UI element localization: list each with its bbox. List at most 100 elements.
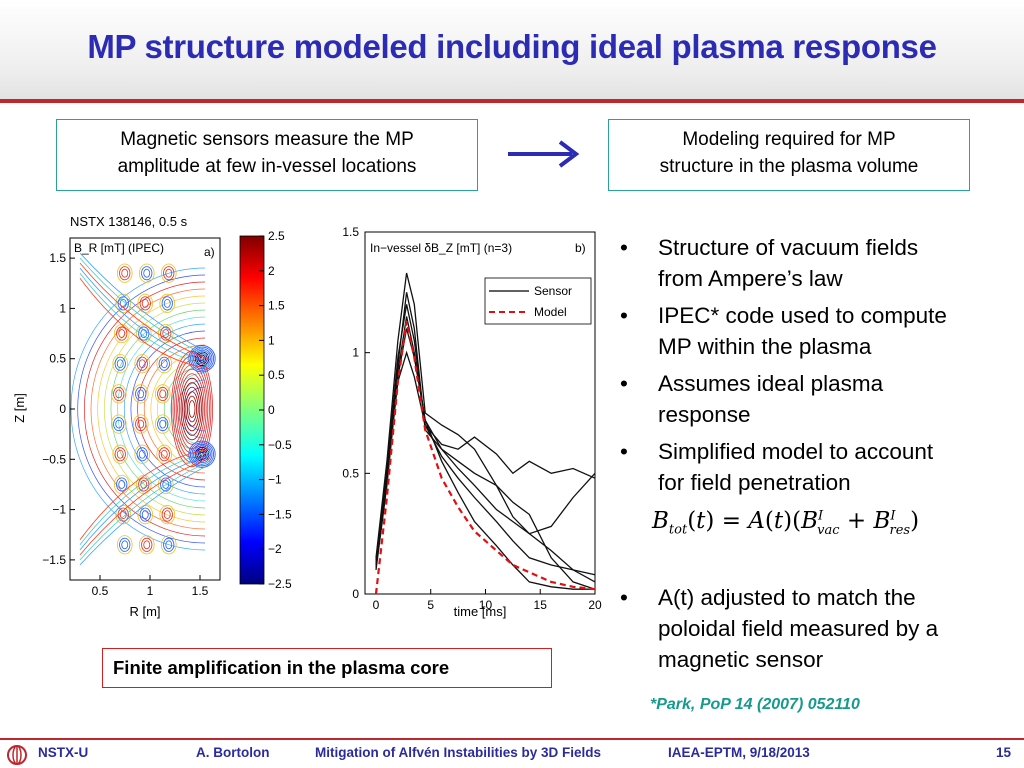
chart-b-ytick-label: 1	[352, 346, 359, 360]
contour-line	[118, 329, 126, 338]
contour-line	[160, 535, 177, 555]
contour-line	[79, 252, 211, 355]
contour-line	[79, 454, 211, 551]
colorbar-tick-label: −0.5	[268, 438, 292, 452]
contour-line	[154, 414, 171, 434]
contour-line	[138, 263, 155, 283]
contour-line	[183, 386, 201, 432]
contour-line	[137, 337, 206, 481]
contour-line	[112, 444, 129, 464]
colorbar-tick-label: −2	[268, 542, 282, 556]
footer-author: A. Bortolon	[196, 745, 270, 760]
contour-line	[79, 262, 211, 361]
contour-line	[186, 395, 197, 423]
colorbar-tick-label: −1	[268, 473, 282, 487]
bullet-item: • Simplified model to account for field …	[616, 436, 1016, 498]
contour-line	[170, 350, 213, 468]
colorbar-tick-label: 0	[268, 403, 275, 417]
footer-org: NSTX-U	[38, 745, 89, 760]
sensor-series-line	[375, 316, 596, 590]
chart-b-title: In−vessel δB_Z [mT] (n=3)	[370, 241, 512, 255]
contour-line	[138, 535, 155, 555]
contour-line	[157, 386, 169, 401]
chart-a-ytick-label: −1.5	[42, 553, 66, 567]
chart-b-series	[374, 272, 596, 595]
contour-line	[79, 277, 211, 370]
formula-btot: Btot(t) = A(t)(BIvac + BIres)	[652, 508, 920, 538]
contour-line	[77, 274, 206, 544]
contour-line	[138, 449, 146, 459]
chart-a-title: NSTX 138146, 0.5 s	[70, 214, 188, 229]
contour-line	[136, 447, 148, 462]
contour-line	[165, 540, 173, 550]
chart-a-xtick-label: 1	[147, 584, 154, 598]
bullet-4-line2: for field penetration	[658, 470, 851, 495]
chart-a-xtick-label: 0.5	[92, 584, 109, 598]
bullet-5-line3: magnetic sensor	[658, 647, 824, 672]
contour-line	[191, 443, 213, 465]
sensor-description-box: Magnetic sensors measure the MP amplitud…	[56, 119, 478, 191]
contour-line	[141, 537, 153, 552]
chart-b-xtick-label: 10	[479, 598, 493, 612]
legend-model-label: Model	[534, 305, 567, 319]
contour-line	[160, 477, 172, 492]
contour-line	[165, 268, 173, 278]
contour-line	[79, 460, 211, 561]
contour-line	[136, 356, 148, 371]
footer-talk: Mitigation of Alfvén Instabilities by 3D…	[315, 745, 602, 760]
contour-line	[188, 345, 216, 373]
contour-line	[132, 384, 149, 404]
bullet-4-line1: Simplified model to account	[658, 439, 934, 464]
contour-line	[150, 351, 206, 467]
contour-line	[118, 480, 126, 489]
contour-line	[154, 384, 171, 404]
chart-b-panel-tag: b)	[575, 241, 586, 255]
contour-line	[160, 326, 172, 341]
footer: NSTX-U A. Bortolon Mitigation of Alfvén …	[0, 741, 1024, 768]
contour-line	[158, 356, 170, 371]
bullet-marker: •	[620, 235, 628, 260]
chart-b-svg: In−vessel δB_Z [mT] (n=3) b) 0 5 10 15 201.5…	[342, 225, 602, 619]
chart-panel-b: In−vessel δB_Z [mT] (n=3) b) 0 5 10 15 20 1.5…	[330, 218, 610, 626]
colorbar-tick-label: −2.5	[268, 577, 292, 591]
right-arrow-icon	[508, 140, 580, 168]
bullet-item: • IPEC* code used to compute MP within t…	[616, 300, 1016, 362]
bullet-2-line1: IPEC* code used to compute	[658, 303, 947, 328]
sensor-series-line	[375, 350, 596, 576]
chart-a-ytick-label: −1	[52, 503, 66, 517]
contour-line	[141, 510, 149, 520]
bullet-marker: •	[620, 585, 628, 610]
chart-a-xlabel: R [m]	[129, 604, 160, 619]
contour-line	[135, 417, 147, 432]
contour-line	[90, 288, 206, 530]
chart-panel-a: NSTX 138146, 0.5 s B_R [mT] (IPEC) a) 0.…	[10, 208, 310, 624]
contour-line	[139, 296, 151, 311]
contour-line	[189, 442, 215, 467]
contour-line	[141, 266, 153, 281]
contour-line	[158, 447, 170, 462]
contour-line	[113, 386, 125, 401]
chart-b-xtick-label: 0	[373, 598, 380, 612]
bullet-marker: •	[620, 303, 628, 328]
contour-line	[163, 537, 175, 552]
sensor-series-line	[375, 304, 596, 561]
legend-sensor-label: Sensor	[534, 284, 572, 298]
contour-line	[161, 296, 173, 311]
contour-line	[157, 358, 206, 460]
contour-line	[112, 354, 129, 374]
contour-line	[160, 449, 168, 459]
contour-line	[143, 540, 151, 550]
modeling-description-line2: structure in the plasma volume	[659, 156, 919, 177]
contour-line	[104, 302, 206, 516]
contour-line	[170, 372, 206, 446]
chart-b-xtick-label: 20	[588, 598, 602, 612]
contour-line	[132, 414, 149, 434]
chart-b-ytick-label: 0	[352, 587, 359, 601]
contour-line	[137, 389, 145, 399]
contour-line	[121, 268, 129, 278]
contour-line	[115, 505, 132, 525]
contour-line	[134, 444, 151, 464]
contour-line	[199, 451, 205, 457]
nstx-logo-icon	[7, 745, 27, 765]
contour-line	[116, 263, 133, 283]
